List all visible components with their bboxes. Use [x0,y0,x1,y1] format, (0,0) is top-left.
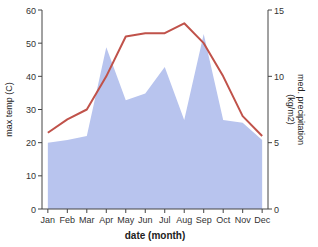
y-tick-label: 0 [31,205,36,215]
x-tick [164,209,165,213]
y2-axis-label: med. precipitation(kg/m2) [286,74,306,145]
axes: JanFebMarAprMayJunJulAugSepOctNovDec0102… [26,6,284,226]
x-tick-label: May [117,215,135,225]
x-tick-label: Feb [60,215,76,225]
y-tick-label: 40 [26,72,36,82]
y2-tick [268,209,272,210]
x-tick [106,209,107,213]
x-tick-label: Jan [41,215,56,225]
y-tick [38,76,42,77]
x-tick-label: Oct [216,215,231,225]
x-tick [67,209,68,213]
x-tick-label: Sep [196,215,212,225]
y-tick-label: 50 [26,39,36,49]
y2-tick-label: 5 [274,138,279,148]
x-tick-label: Aug [176,215,192,225]
y2-axis-label-line: (kg/m2) [286,94,296,125]
y-tick-label: 10 [26,171,36,181]
y2-tick [268,142,272,143]
x-tick-label: Dec [254,215,271,225]
x-tick [86,209,87,213]
y2-tick-label: 0 [274,205,279,215]
y-tick [38,142,42,143]
x-tick-label: Jun [138,215,153,225]
x-tick-label: Jul [159,215,171,225]
x-tick [242,209,243,213]
y-axis-label: max temp (C) [4,82,14,137]
y-tick [38,43,42,44]
y2-tick [268,76,272,77]
y-tick [38,209,42,210]
x-tick [223,209,224,213]
x-axis-line [42,209,268,210]
plot-marks [48,23,262,209]
x-tick [184,209,185,213]
y2-tick-label: 15 [274,6,284,16]
x-tick [262,209,263,213]
y-tick [38,10,42,11]
chart-container: JanFebMarAprMayJunJulAugSepOctNovDec0102… [0,0,318,247]
y2-tick [268,10,272,11]
y-tick [38,175,42,176]
x-tick [125,209,126,213]
y2-axis-label-line: med. precipitation [296,74,306,145]
x-tick-label: Mar [79,215,95,225]
y2-axis-line [268,10,269,209]
x-axis-label: date (month) [125,230,186,241]
y-tick-label: 20 [26,138,36,148]
y-tick-label: 30 [26,105,36,115]
x-tick [203,209,204,213]
y-tick-label: 60 [26,6,36,16]
y-tick [38,109,42,110]
precipitation-area [48,34,262,209]
x-tick-label: Apr [99,215,113,225]
y2-tick-label: 10 [274,72,284,82]
x-tick [47,209,48,213]
chart: JanFebMarAprMayJunJulAugSepOctNovDec0102… [0,0,318,247]
x-tick [145,209,146,213]
temperature-line [48,23,262,136]
x-tick-label: Nov [235,215,252,225]
